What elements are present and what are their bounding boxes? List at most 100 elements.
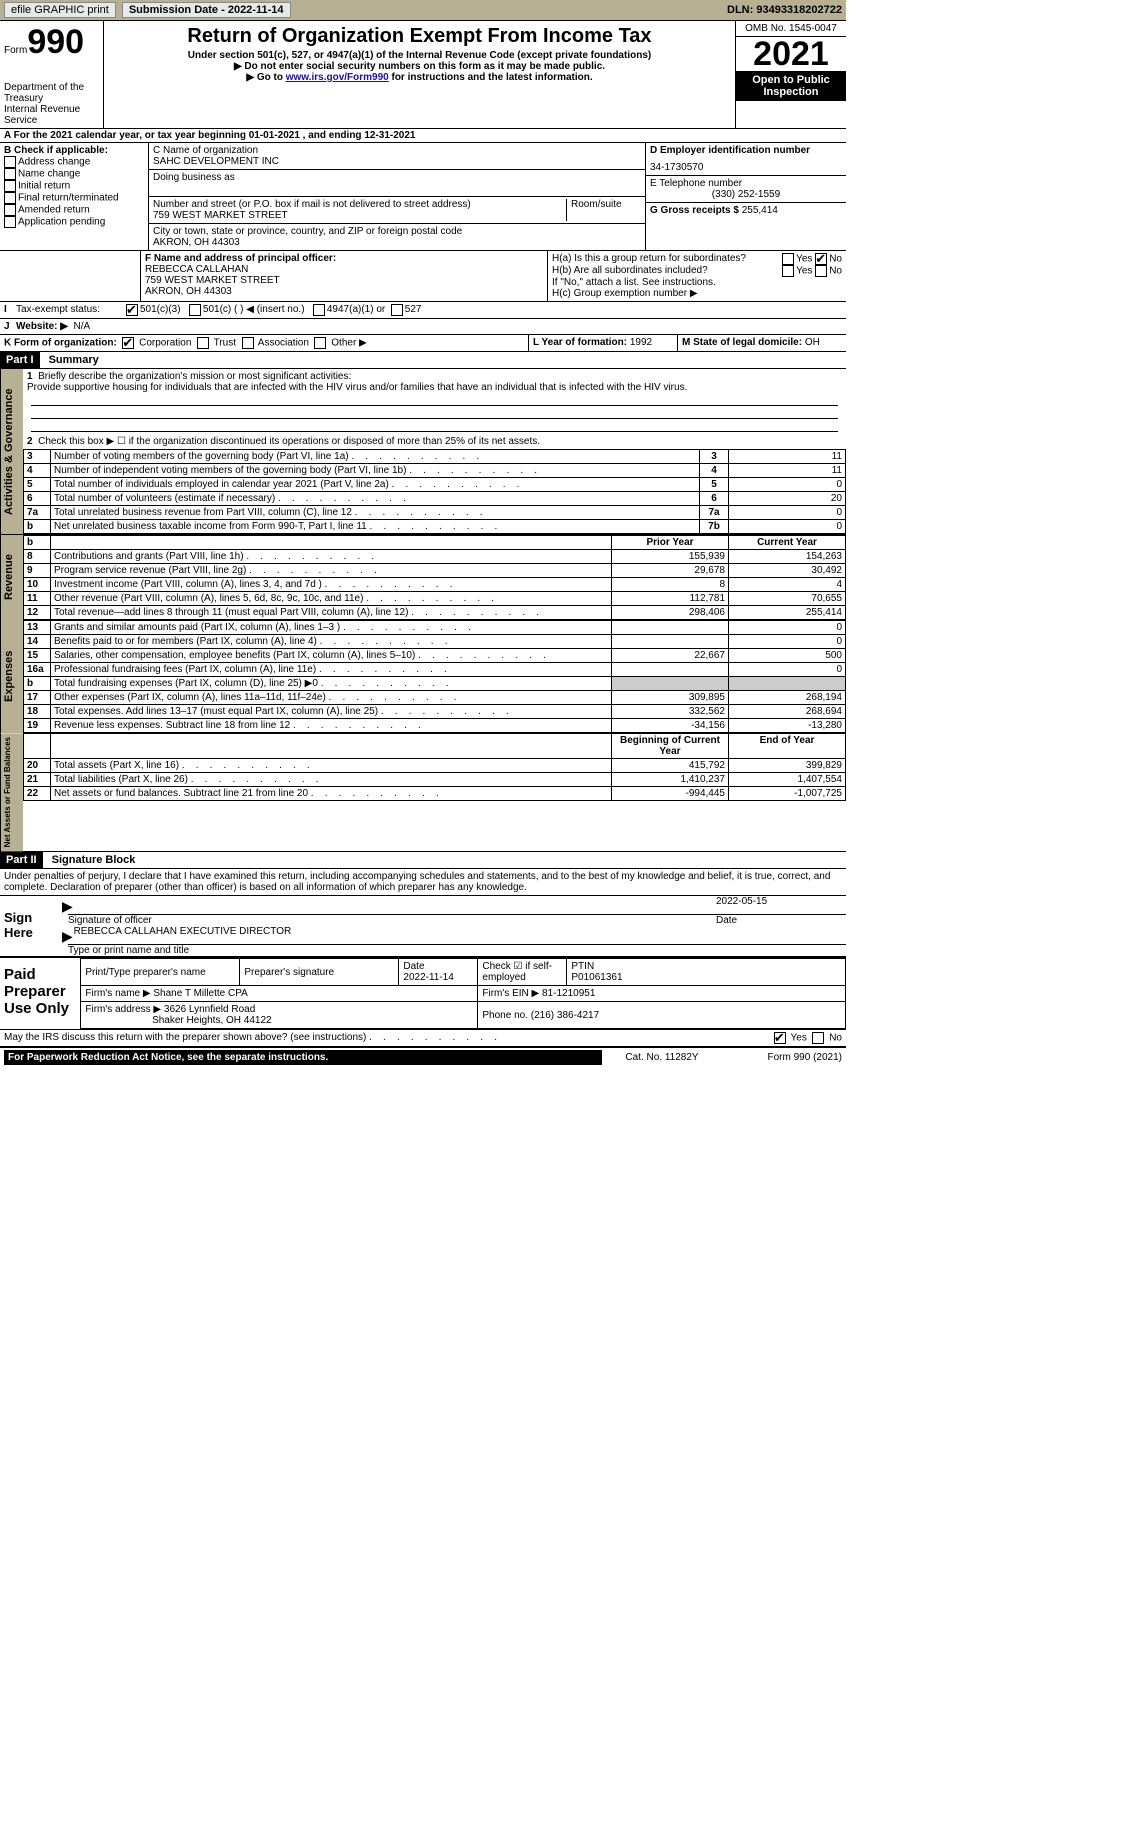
irs-label: Internal Revenue Service: [4, 104, 99, 126]
d-ein: 34-1730570: [650, 162, 842, 173]
b-label: B Check if applicable:: [4, 145, 144, 156]
section-bcdeg: B Check if applicable: Address change Na…: [0, 143, 846, 251]
irs-link[interactable]: www.irs.gov/Form990: [286, 72, 389, 83]
footer-row: For Paperwork Reduction Act Notice, see …: [0, 1047, 846, 1067]
paid-title: Paid Preparer Use Only: [0, 958, 80, 1029]
chk-4947[interactable]: [313, 304, 325, 316]
chk-final[interactable]: Final return/terminated: [4, 192, 144, 204]
part1-header: Part I Summary: [0, 352, 846, 369]
chk-corp[interactable]: [122, 337, 134, 349]
sig-date: 2022-05-15: [716, 896, 846, 915]
sig-type-label: Type or print name and title: [68, 945, 846, 956]
sign-here-label: Sign Here: [0, 896, 68, 956]
prep-phone: (216) 386-4217: [531, 1010, 599, 1021]
col-deg: D Employer identification number 34-1730…: [645, 143, 846, 250]
header-sub3: ▶ Go to www.irs.gov/Form990 for instruct…: [108, 72, 731, 83]
col-f: F Name and address of principal officer:…: [141, 251, 548, 301]
header-sub2: ▶ Do not enter social security numbers o…: [108, 61, 731, 72]
vtab-netassets: Net Assets or Fund Balances: [0, 733, 23, 851]
d-label: D Employer identification number: [650, 145, 842, 156]
f-street: 759 WEST MARKET STREET: [145, 275, 543, 286]
prep-ein: 81-1210951: [542, 988, 595, 999]
g-receipts: 255,414: [742, 205, 778, 216]
part2-header: Part II Signature Block: [0, 852, 846, 869]
paid-preparer: Paid Preparer Use Only Print/Type prepar…: [0, 957, 846, 1030]
h-b-note: If "No," attach a list. See instructions…: [552, 277, 842, 288]
c-street-label: Number and street (or P.O. box if mail i…: [153, 199, 566, 210]
c-city-label: City or town, state or province, country…: [153, 226, 641, 237]
tax-year: 2021: [736, 37, 846, 71]
vtab-expenses: Expenses: [0, 620, 23, 733]
chk-amended[interactable]: Amended return: [4, 204, 144, 216]
summary-table: 3Number of voting members of the governi…: [23, 449, 846, 534]
line-j: J Website: ▶ N/A: [0, 319, 846, 335]
efile-print-btn[interactable]: efile GRAPHIC print: [4, 2, 116, 18]
prep-firm: Shane T Millette CPA: [153, 988, 248, 999]
section-fh: F Name and address of principal officer:…: [0, 251, 846, 302]
exp-section: Expenses 13Grants and similar amounts pa…: [0, 620, 846, 733]
chk-may-yes[interactable]: [774, 1032, 786, 1044]
open-to-public: Open to Public Inspection: [736, 71, 846, 101]
col-h: H(a) Is this a group return for subordin…: [548, 251, 846, 301]
e-phone: (330) 252-1559: [650, 189, 842, 200]
line-klm: K Form of organization: Corporation Trus…: [0, 335, 846, 352]
submission-date: Submission Date - 2022-11-14: [122, 2, 291, 18]
chk-501c3[interactable]: [126, 304, 138, 316]
sig-date-label: Date: [716, 915, 846, 926]
col-c: C Name of organization SAHC DEVELOPMENT …: [149, 143, 645, 250]
chk-name[interactable]: Name change: [4, 168, 144, 180]
c-city: AKRON, OH 44303: [153, 237, 641, 248]
chk-may-no[interactable]: [812, 1032, 824, 1044]
efile-topbar: efile GRAPHIC print Submission Date - 20…: [0, 0, 846, 21]
e-label: E Telephone number: [650, 178, 842, 189]
c-name-label: C Name of organization: [153, 145, 641, 156]
line-a: A For the 2021 calendar year, or tax yea…: [0, 129, 846, 143]
chk-initial[interactable]: Initial return: [4, 180, 144, 192]
c-street: 759 WEST MARKET STREET: [153, 210, 566, 221]
chk-pending[interactable]: Application pending: [4, 216, 144, 228]
form-990-label: Form990: [4, 23, 99, 62]
l2-text: Check this box ▶ ☐ if the organization d…: [38, 436, 540, 447]
sig-officer-label: Signature of officer: [68, 915, 716, 926]
chk-527[interactable]: [391, 304, 403, 316]
header-sub1: Under section 501(c), 527, or 4947(a)(1)…: [108, 50, 731, 61]
cat-no: Cat. No. 11282Y: [602, 1050, 722, 1065]
sig-name: REBECCA CALLAHAN EXECUTIVE DIRECTOR: [74, 926, 292, 937]
h-b: H(b) Are all subordinates included?: [552, 265, 782, 277]
prep-ptin: P01061361: [571, 972, 622, 983]
f-name: REBECCA CALLAHAN: [145, 264, 543, 275]
f-label: F Name and address of principal officer:: [145, 253, 543, 264]
chk-501c[interactable]: [189, 304, 201, 316]
c-dba: Doing business as: [149, 170, 645, 197]
l1-label: Briefly describe the organization's miss…: [38, 371, 351, 382]
sign-section: Sign Here ▶ Signature of officer 2022-05…: [0, 896, 846, 957]
prep-self-emp: Check ☑ if self-employed: [478, 959, 567, 986]
c-name: SAHC DEVELOPMENT INC: [153, 156, 641, 167]
prep-addr2: Shaker Heights, OH 44122: [152, 1015, 272, 1026]
l1-text: Provide supportive housing for individua…: [27, 382, 687, 393]
prep-name-lbl: Print/Type preparer's name: [81, 959, 240, 986]
rev-section: Revenue b Prior Year Current Year 8Contr…: [0, 535, 846, 620]
may-discuss: May the IRS discuss this return with the…: [0, 1030, 846, 1047]
form-title: Return of Organization Exempt From Incom…: [108, 25, 731, 48]
line-i: I Tax-exempt status: 501(c)(3) 501(c) ( …: [0, 302, 846, 319]
c-room: Room/suite: [566, 199, 641, 221]
vtab-activities: Activities & Governance: [0, 369, 23, 534]
dept-treasury: Department of the Treasury: [4, 82, 99, 104]
penalties: Under penalties of perjury, I declare th…: [0, 869, 846, 896]
prep-sig-lbl: Preparer's signature: [240, 959, 399, 986]
na-section: Net Assets or Fund Balances Beginning of…: [0, 733, 846, 852]
col-b: B Check if applicable: Address change Na…: [0, 143, 149, 250]
form-header: Form990 Department of the Treasury Inter…: [0, 21, 846, 129]
prep-addr1: 3626 Lynnfield Road: [164, 1004, 255, 1015]
vtab-revenue: Revenue: [0, 535, 23, 620]
chk-address[interactable]: Address change: [4, 156, 144, 168]
h-c: H(c) Group exemption number ▶: [552, 288, 842, 299]
f-city: AKRON, OH 44303: [145, 286, 543, 297]
form-rev: Form 990 (2021): [722, 1050, 842, 1065]
h-a: H(a) Is this a group return for subordin…: [552, 253, 782, 265]
part1-body: Activities & Governance 1 Briefly descri…: [0, 369, 846, 535]
g-label: G Gross receipts $: [650, 205, 739, 216]
dln: DLN: 93493318202722: [727, 4, 842, 16]
prep-date: 2022-11-14: [403, 972, 453, 983]
